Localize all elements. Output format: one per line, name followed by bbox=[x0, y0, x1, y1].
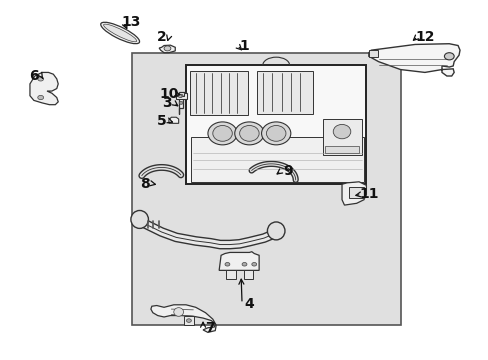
Ellipse shape bbox=[267, 222, 285, 240]
Ellipse shape bbox=[103, 24, 137, 42]
Ellipse shape bbox=[173, 308, 183, 316]
Text: 5: 5 bbox=[157, 114, 166, 128]
Ellipse shape bbox=[261, 122, 290, 145]
Ellipse shape bbox=[178, 95, 182, 98]
Ellipse shape bbox=[186, 319, 191, 322]
Ellipse shape bbox=[251, 262, 256, 266]
Text: 9: 9 bbox=[283, 164, 293, 178]
Ellipse shape bbox=[38, 95, 43, 100]
Bar bbox=[325, 146, 358, 153]
Ellipse shape bbox=[179, 102, 183, 104]
Ellipse shape bbox=[224, 262, 229, 266]
Bar bbox=[226, 270, 236, 279]
Polygon shape bbox=[341, 182, 366, 205]
Ellipse shape bbox=[332, 125, 350, 139]
Ellipse shape bbox=[266, 126, 285, 141]
Polygon shape bbox=[368, 44, 459, 76]
Polygon shape bbox=[30, 72, 58, 105]
Ellipse shape bbox=[38, 77, 43, 81]
Ellipse shape bbox=[163, 46, 170, 51]
Polygon shape bbox=[168, 117, 178, 123]
Text: 2: 2 bbox=[157, 30, 166, 44]
Ellipse shape bbox=[207, 122, 237, 145]
Polygon shape bbox=[176, 93, 186, 99]
Text: 7: 7 bbox=[205, 321, 215, 335]
Text: 3: 3 bbox=[162, 96, 171, 110]
Bar bbox=[132, 53, 400, 325]
Ellipse shape bbox=[234, 122, 264, 145]
Ellipse shape bbox=[131, 211, 148, 228]
Polygon shape bbox=[151, 305, 216, 332]
Polygon shape bbox=[159, 45, 175, 53]
Text: 10: 10 bbox=[159, 87, 178, 101]
Text: 8: 8 bbox=[140, 177, 149, 190]
Ellipse shape bbox=[242, 262, 246, 266]
Polygon shape bbox=[178, 92, 185, 114]
Text: 12: 12 bbox=[414, 30, 434, 44]
Bar bbox=[243, 270, 253, 279]
Text: 13: 13 bbox=[122, 15, 141, 29]
Bar bbox=[348, 187, 363, 198]
Bar bbox=[368, 50, 377, 57]
Bar bbox=[256, 71, 312, 114]
Ellipse shape bbox=[101, 22, 139, 44]
Bar bbox=[190, 137, 363, 182]
Text: 11: 11 bbox=[358, 187, 378, 201]
Ellipse shape bbox=[212, 126, 232, 141]
Text: 6: 6 bbox=[29, 69, 39, 83]
Bar bbox=[189, 71, 248, 116]
Ellipse shape bbox=[179, 94, 183, 97]
Text: 4: 4 bbox=[244, 297, 254, 311]
Bar bbox=[183, 316, 193, 325]
Ellipse shape bbox=[444, 53, 453, 60]
Bar bbox=[322, 119, 361, 155]
Bar bbox=[185, 65, 366, 184]
Ellipse shape bbox=[239, 126, 259, 141]
Polygon shape bbox=[219, 252, 259, 270]
Text: 1: 1 bbox=[239, 39, 249, 53]
